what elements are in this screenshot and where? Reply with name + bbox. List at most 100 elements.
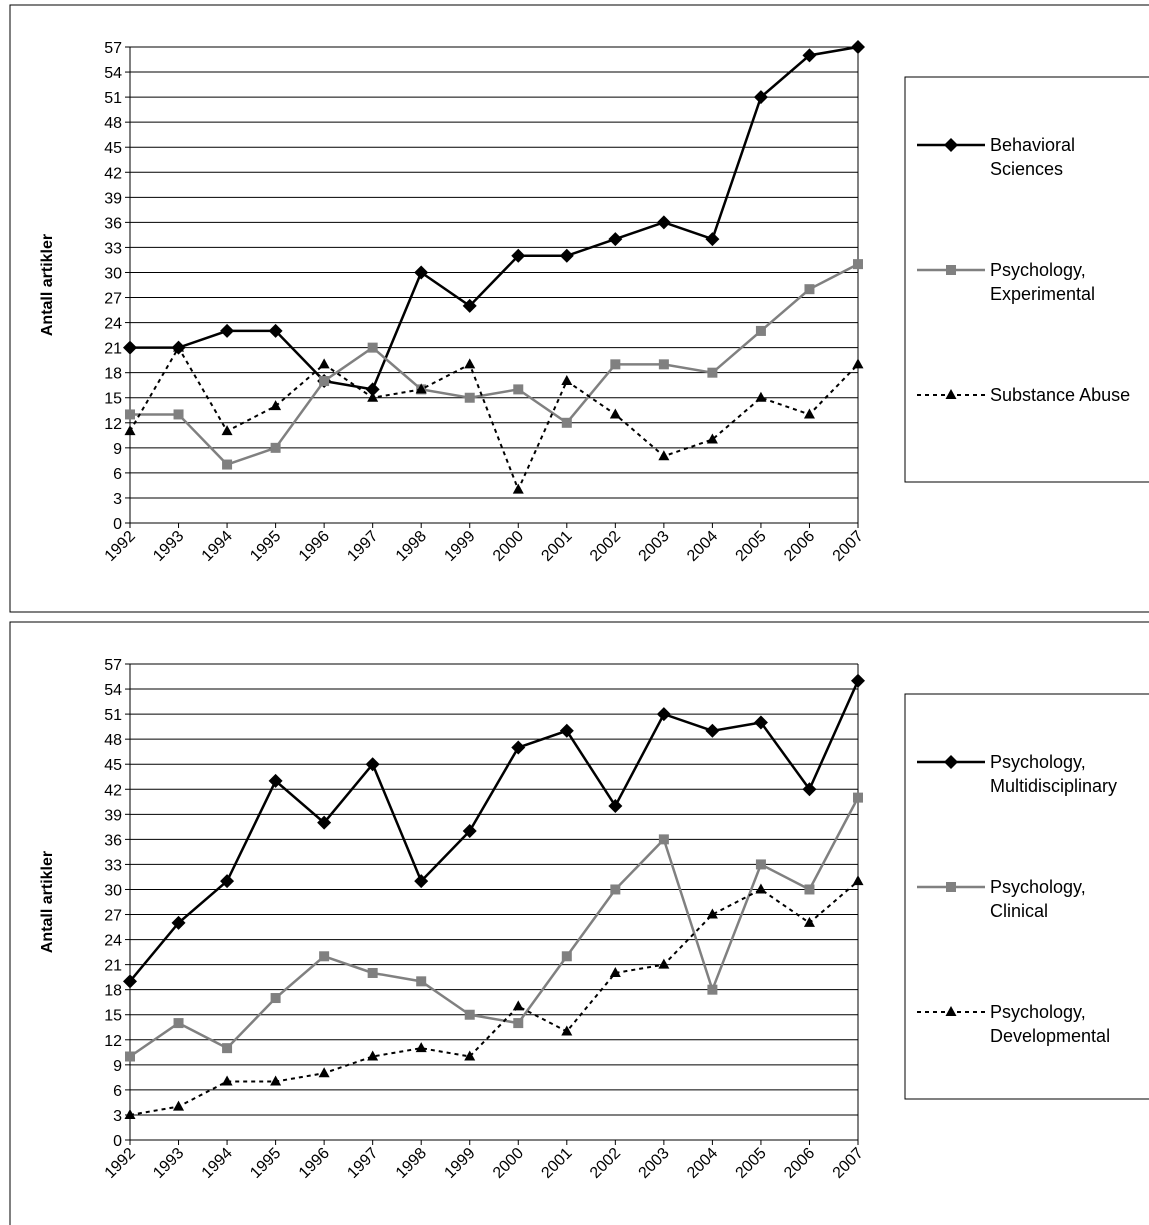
marker-triangle	[852, 358, 864, 369]
legend-label: Behavioral Sciences	[990, 135, 1076, 179]
marker-diamond	[220, 323, 235, 338]
x-tick-label: 1992	[102, 528, 139, 565]
marker-triangle	[945, 389, 957, 399]
y-tick-label: 6	[113, 1083, 122, 1100]
marker-square	[853, 259, 863, 270]
y-tick-label: 57	[104, 40, 122, 57]
x-tick-label: 1992	[102, 1145, 139, 1182]
x-tick-label: 2000	[490, 1145, 527, 1182]
y-tick-label: 27	[104, 908, 122, 925]
x-tick-label: 1998	[393, 1145, 430, 1182]
y-axis-title: Antall artikler	[39, 234, 56, 336]
x-tick-label: 1996	[296, 528, 333, 565]
x-tick-label: 1997	[344, 528, 381, 565]
marker-triangle	[173, 1100, 185, 1111]
marker-square	[513, 1018, 524, 1029]
marker-square	[173, 1018, 184, 1029]
marker-triangle	[270, 400, 282, 411]
legend-label: Psychology, Multidisciplinary	[990, 752, 1118, 796]
marker-square	[658, 834, 669, 845]
y-tick-label: 57	[104, 657, 122, 674]
y-tick-label: 18	[104, 366, 122, 383]
marker-diamond	[851, 673, 865, 688]
y-tick-label: 12	[104, 1033, 122, 1050]
x-tick-label: 2003	[636, 1145, 673, 1182]
marker-diamond	[171, 915, 186, 930]
x-tick-label: 1995	[247, 1145, 284, 1182]
marker-square	[125, 1051, 135, 1062]
marker-square	[707, 367, 718, 378]
marker-square	[319, 951, 330, 962]
marker-square	[707, 984, 718, 995]
y-tick-label: 15	[104, 391, 122, 408]
marker-triangle	[852, 875, 864, 886]
marker-square	[658, 359, 669, 370]
marker-triangle	[658, 958, 670, 969]
marker-diamond	[317, 815, 332, 830]
y-tick-label: 45	[104, 757, 122, 774]
panel-border	[9, 621, 1149, 1225]
marker-diamond	[656, 707, 671, 722]
marker-square	[319, 376, 330, 387]
marker-diamond	[268, 773, 283, 788]
marker-square	[464, 1009, 475, 1020]
y-tick-label: 9	[113, 441, 122, 458]
x-tick-label: 2004	[684, 1145, 721, 1182]
y-tick-label: 15	[104, 1008, 122, 1025]
marker-triangle	[755, 391, 767, 402]
x-tick-label: 2005	[733, 1145, 770, 1182]
marker-triangle	[173, 341, 185, 352]
x-tick-label: 1998	[393, 528, 430, 565]
x-tick-label: 1994	[199, 1145, 236, 1182]
x-tick-label: 2001	[538, 1145, 575, 1182]
marker-diamond	[705, 723, 720, 738]
marker-diamond	[944, 755, 958, 769]
marker-square	[561, 951, 572, 962]
y-tick-label: 0	[113, 1133, 122, 1150]
marker-square	[755, 325, 766, 336]
y-tick-label: 48	[104, 732, 122, 749]
marker-triangle	[124, 425, 136, 436]
marker-square	[416, 976, 427, 987]
y-tick-label: 24	[104, 933, 122, 950]
legend-label: Psychology, Clinical	[990, 877, 1086, 921]
x-tick-label: 2006	[781, 528, 818, 565]
marker-triangle	[512, 1000, 524, 1011]
marker-square	[270, 442, 281, 453]
marker-square	[610, 884, 621, 895]
y-axis-title: Antall artikler	[39, 851, 56, 953]
marker-diamond	[802, 782, 817, 797]
series-line	[129, 680, 860, 983]
marker-diamond	[414, 874, 429, 889]
legend-label: Psychology, Developmental	[990, 1002, 1111, 1046]
marker-diamond	[123, 340, 137, 355]
marker-diamond	[123, 974, 137, 989]
marker-triangle	[367, 1050, 379, 1061]
marker-triangle	[415, 383, 427, 394]
y-tick-label: 30	[104, 265, 122, 282]
y-tick-label: 24	[104, 316, 122, 333]
y-tick-label: 21	[104, 958, 122, 975]
marker-triangle	[318, 1067, 330, 1078]
marker-diamond	[656, 215, 671, 230]
y-tick-label: 30	[104, 882, 122, 899]
marker-diamond	[753, 715, 768, 730]
marker-diamond	[559, 723, 574, 738]
y-tick-label: 18	[104, 983, 122, 1000]
y-tick-label: 45	[104, 140, 122, 157]
legend-label: Psychology, Experimental	[990, 260, 1096, 304]
series-line	[130, 263, 859, 466]
marker-triangle	[415, 1042, 427, 1053]
marker-square	[270, 993, 281, 1004]
marker-square	[173, 409, 184, 420]
marker-diamond	[705, 232, 720, 247]
x-tick-label: 2000	[490, 528, 527, 565]
y-tick-label: 33	[104, 240, 122, 257]
marker-triangle	[609, 966, 621, 977]
x-tick-label: 2002	[587, 528, 624, 565]
y-tick-label: 51	[104, 707, 122, 724]
marker-square	[513, 384, 524, 395]
marker-triangle	[803, 916, 815, 927]
